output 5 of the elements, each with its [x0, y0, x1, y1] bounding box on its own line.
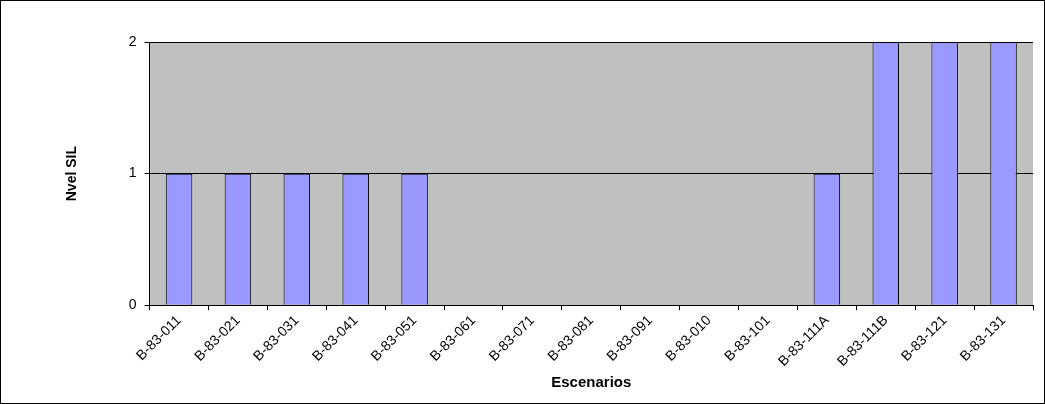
y-tick-label: 2: [128, 32, 137, 49]
x-axis-title: Escenarios: [551, 373, 632, 391]
y-axis-title: Nvel SIL: [63, 145, 80, 202]
y-tick-label: 0: [128, 296, 137, 313]
y-tick-label: 1: [128, 164, 137, 181]
